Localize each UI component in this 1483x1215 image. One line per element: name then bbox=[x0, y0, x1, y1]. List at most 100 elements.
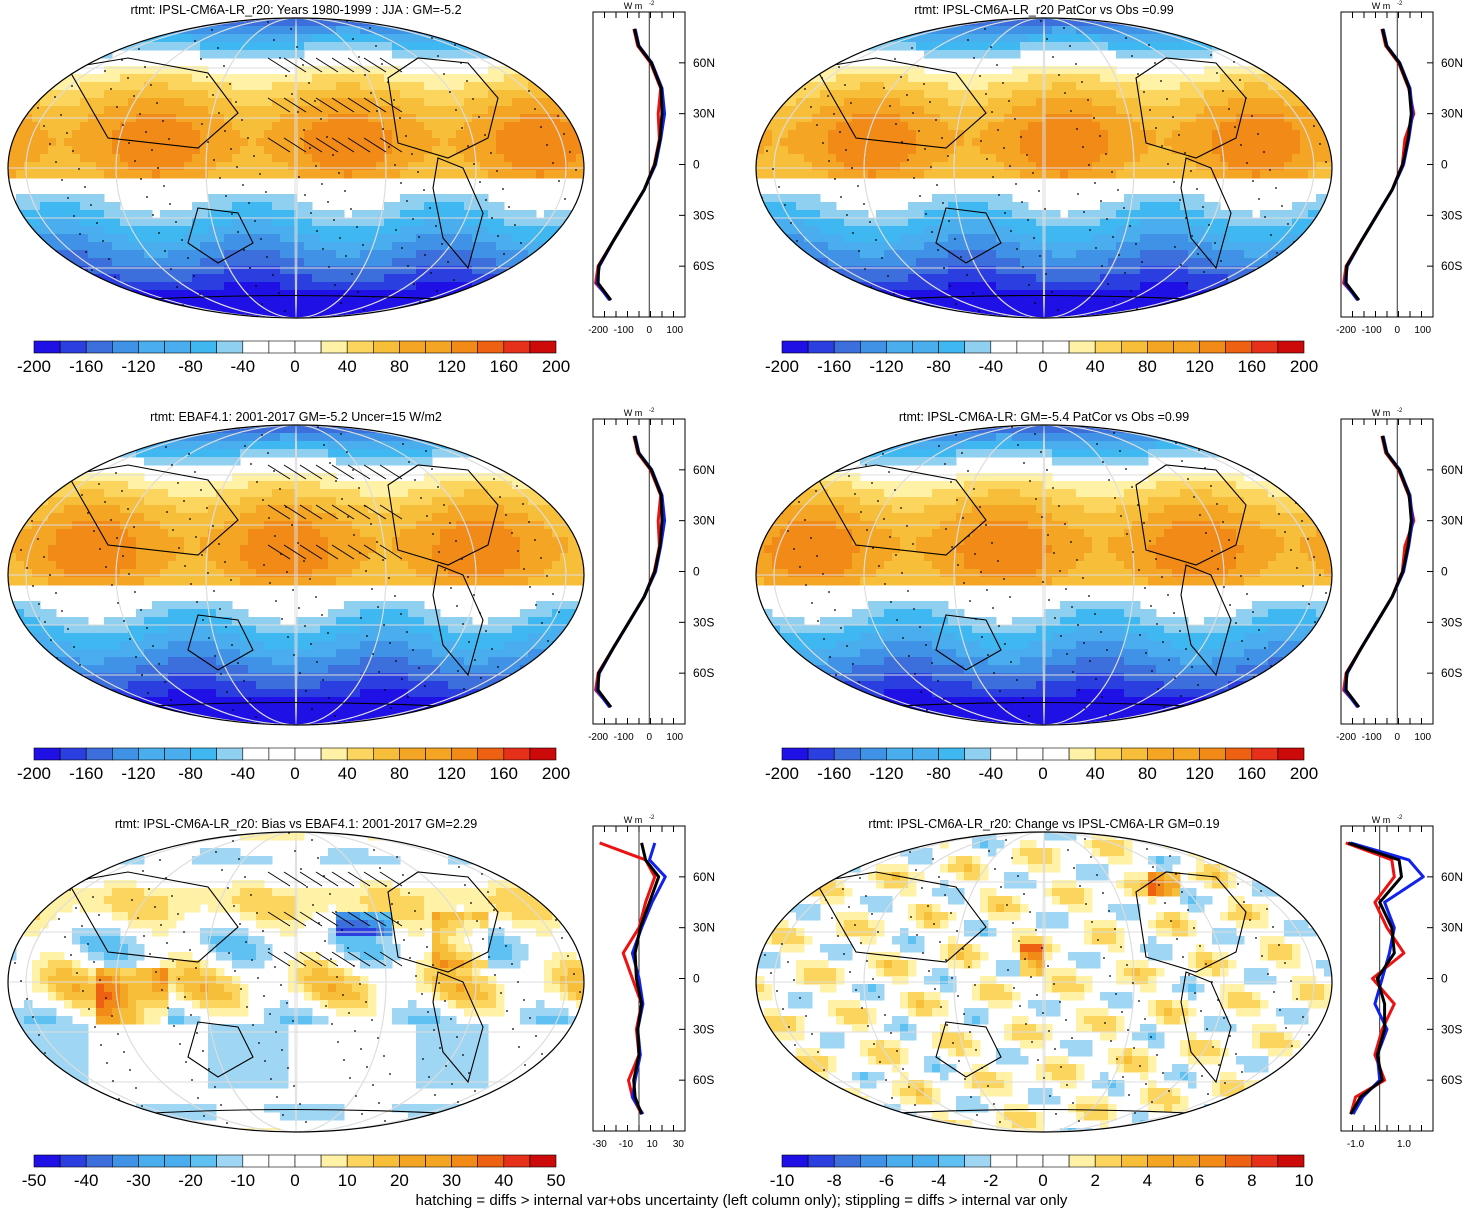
colorbar-swatch bbox=[294, 340, 322, 354]
continent-outline bbox=[387, 871, 499, 973]
colorbar-tick-label: 20 bbox=[390, 1171, 409, 1190]
colorbar-swatch bbox=[833, 747, 861, 761]
continent-outline bbox=[387, 464, 499, 566]
colorbar-swatch bbox=[59, 747, 87, 761]
profile-series-line bbox=[594, 28, 663, 302]
colorbar-swatch bbox=[268, 340, 296, 354]
profile-p6: W m -2 60N 30N 0 30S 60S -1.0 1.0 bbox=[1340, 815, 1463, 1150]
colorbar-tick-label: -160 bbox=[69, 764, 103, 783]
colorbar-tick-label: 160 bbox=[490, 357, 518, 376]
colorbar-swatch bbox=[1094, 747, 1122, 761]
profile-unit-sup: -2 bbox=[1397, 1, 1403, 7]
profile-x-tick-label: -100 bbox=[614, 325, 634, 336]
colorbar-swatch bbox=[1199, 340, 1226, 354]
colorbar-tick-label: 40 bbox=[1086, 764, 1105, 783]
continent-outline bbox=[67, 57, 239, 149]
continent-outline bbox=[815, 871, 987, 963]
profile-x-tick-label: 100 bbox=[666, 325, 683, 336]
colorbar-tick-label: 80 bbox=[390, 357, 409, 376]
continent-outline bbox=[1180, 157, 1232, 270]
colorbar-swatch bbox=[216, 340, 244, 354]
colorbar-tick-label: -8 bbox=[827, 1171, 842, 1190]
colorbar-swatch bbox=[216, 1154, 244, 1168]
colorbar-swatch bbox=[964, 1154, 992, 1168]
profile-y-tick-label: 60S bbox=[1441, 1073, 1462, 1087]
profile-y-tick-label: 30N bbox=[1441, 107, 1463, 121]
profile-y-tick-label: 60S bbox=[693, 259, 714, 273]
colorbar-swatch bbox=[346, 747, 374, 761]
colorbar-p3: -200 -160 -120 -80 -40 0 40 80 120 160 200 bbox=[17, 747, 570, 783]
profile-p4: W m -2 60N 30N 0 30S 60S -200 -100 0 100 bbox=[1336, 408, 1463, 743]
colorbar-swatch bbox=[781, 340, 809, 354]
colorbar-swatch bbox=[112, 747, 139, 761]
profile-y-tick-label: 30S bbox=[693, 615, 714, 629]
profile-y-tick-label: 30N bbox=[693, 107, 715, 121]
profile-y-tick-label: 60S bbox=[1441, 259, 1462, 273]
profile-y-tick-label: 30N bbox=[693, 921, 715, 935]
colorbar-tick-label: 0 bbox=[290, 357, 299, 376]
panel-title-p5: rtmt: IPSL-CM6A-LR_r20: Bias vs EBAF4.1:… bbox=[115, 817, 477, 831]
colorbar-tick-label: -40 bbox=[979, 357, 1004, 376]
colorbar-tick-label: 120 bbox=[1185, 764, 1213, 783]
colorbar-swatch bbox=[859, 747, 887, 761]
colorbar-swatch bbox=[1042, 340, 1070, 354]
colorbar-tick-label: 50 bbox=[547, 1171, 566, 1190]
colorbar-swatch bbox=[1199, 1154, 1226, 1168]
colorbar-swatch bbox=[268, 747, 296, 761]
colorbar-swatch bbox=[1277, 747, 1305, 761]
colorbar-swatch bbox=[425, 747, 452, 761]
profile-y-tick-label: 0 bbox=[1441, 158, 1448, 172]
profile-y-tick-label: 30S bbox=[693, 208, 714, 222]
colorbar-tick-label: 160 bbox=[1238, 764, 1266, 783]
map-field-p2 bbox=[756, 18, 1332, 318]
profile-series-line bbox=[594, 435, 663, 709]
profile-unit-sup: -2 bbox=[1397, 815, 1403, 821]
profile-frame bbox=[1340, 11, 1434, 318]
colorbar-swatch bbox=[1251, 747, 1279, 761]
map-p6 bbox=[755, 831, 1333, 1133]
colorbar-tick-label: -40 bbox=[231, 357, 256, 376]
colorbar-tick-label: -120 bbox=[869, 357, 903, 376]
colorbar-swatch bbox=[1251, 340, 1279, 354]
profile-frame bbox=[592, 418, 686, 725]
profile-y-tick-label: 60N bbox=[693, 463, 715, 477]
profile-series-line bbox=[596, 435, 664, 709]
colorbar-swatch bbox=[859, 340, 887, 354]
colorbar-swatch bbox=[1277, 340, 1305, 354]
colorbar-swatch bbox=[1068, 747, 1096, 761]
colorbar-swatch bbox=[886, 1154, 913, 1168]
colorbar-tick-label: -80 bbox=[926, 764, 951, 783]
profile-y-tick-label: 30N bbox=[693, 514, 715, 528]
colorbar-swatch bbox=[477, 747, 505, 761]
colorbar-swatch bbox=[372, 1154, 400, 1168]
colorbar-swatch bbox=[807, 747, 835, 761]
profile-series-line bbox=[1350, 841, 1425, 1115]
colorbar-swatch bbox=[138, 747, 165, 761]
colorbar-swatch bbox=[938, 747, 965, 761]
colorbar-swatch bbox=[781, 1154, 809, 1168]
colorbar-swatch bbox=[268, 1154, 296, 1168]
profile-x-tick-label: -30 bbox=[592, 1139, 607, 1150]
profile-unit: W m bbox=[624, 815, 643, 825]
colorbar-swatch bbox=[85, 747, 113, 761]
colorbar-tick-label: 80 bbox=[1138, 764, 1157, 783]
map-field-p5 bbox=[8, 832, 584, 1132]
colorbar-tick-label: -200 bbox=[17, 357, 51, 376]
continent-outline bbox=[1135, 57, 1247, 159]
map-p5 bbox=[7, 831, 585, 1133]
continent-outline bbox=[1135, 871, 1247, 973]
colorbar-p4: -200 -160 -120 -80 -40 0 40 80 120 160 200 bbox=[765, 747, 1318, 783]
colorbar-swatch bbox=[242, 747, 270, 761]
colorbar-swatch bbox=[886, 340, 913, 354]
colorbar-tick-label: 6 bbox=[1195, 1171, 1204, 1190]
colorbar-tick-label: -120 bbox=[121, 357, 155, 376]
continent-outline bbox=[432, 157, 484, 270]
colorbar-swatch bbox=[964, 747, 992, 761]
colorbar-swatch bbox=[190, 340, 218, 354]
colorbar-swatch bbox=[1068, 340, 1096, 354]
colorbar-swatch bbox=[1199, 747, 1226, 761]
colorbar-tick-label: -120 bbox=[869, 764, 903, 783]
colorbar-tick-label: -40 bbox=[74, 1171, 99, 1190]
map-field-p1 bbox=[8, 18, 584, 318]
colorbar-tick-label: 40 bbox=[1086, 357, 1105, 376]
